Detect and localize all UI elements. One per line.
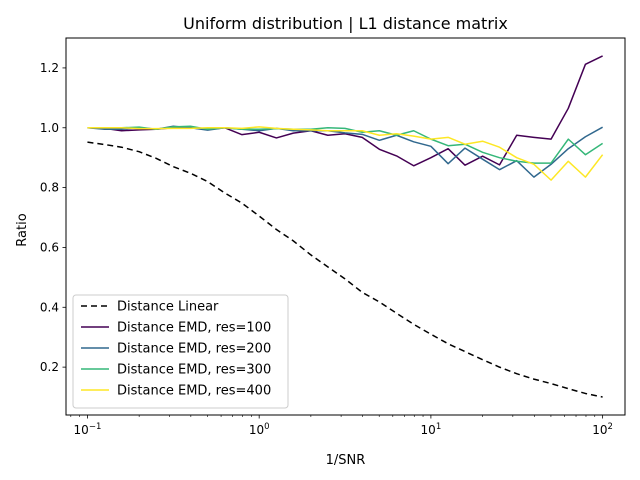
legend-label-0: Distance Linear: [117, 300, 219, 315]
chart-title: Uniform distribution | L1 distance matri…: [183, 14, 508, 33]
series-line-3: [87, 125, 604, 164]
y-tick-label: 1.0: [40, 121, 59, 135]
legend-label-3: Distance EMD, res=300: [117, 363, 271, 378]
legend: Distance Linear Distance EMD, res=100 Dist…: [72, 294, 289, 409]
y-tick-label: 0.8: [40, 181, 59, 195]
y-tick-label: 0.4: [40, 300, 59, 314]
axes-frame: [65, 37, 626, 416]
x-tick-label: 102: [592, 422, 613, 437]
legend-label-4: Distance EMD, res=400: [117, 384, 271, 399]
legend-box: [72, 294, 289, 409]
x-tick-label: 100: [249, 422, 270, 437]
y-tick-label: 0.2: [40, 360, 59, 374]
legend-label-1: Distance EMD, res=100: [117, 321, 271, 336]
y-ticks: 0.2 0.4 0.6 0.8 1.0 1.2: [40, 61, 66, 374]
y-tick-label: 0.6: [40, 240, 59, 254]
y-axis-label: Ratio: [15, 213, 30, 246]
legend-label-2: Distance EMD, res=200: [117, 342, 271, 357]
y-tick-label: 1.2: [40, 61, 59, 75]
x-ticks: 10−1 100 101 102: [70, 415, 613, 437]
x-axis-label: 1/SNR: [326, 453, 366, 468]
x-tick-label: 101: [421, 422, 442, 437]
x-tick-label: 10−1: [74, 422, 102, 437]
plot-area: 10−1 100 101 102 0.2 0.4 0.6 0.8 1.0 1.2: [40, 37, 626, 437]
series-layer: [87, 55, 604, 398]
series-line-4: [87, 126, 604, 181]
series-line-0: [87, 141, 603, 398]
